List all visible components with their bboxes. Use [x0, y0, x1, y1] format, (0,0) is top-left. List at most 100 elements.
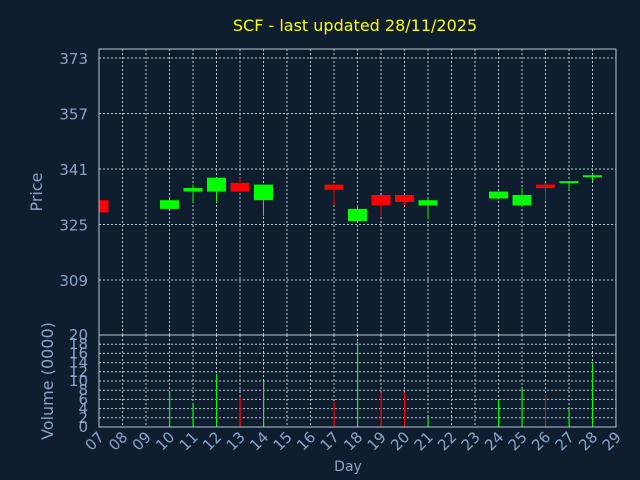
x-tick-label: 09 [129, 428, 155, 454]
x-tick-label: 29 [599, 428, 625, 454]
x-tick-label: 22 [434, 428, 460, 454]
volume-y-tick-label: 2 [78, 409, 88, 427]
candle-25 [512, 188, 532, 208]
candle-body [489, 191, 508, 199]
candle-21 [418, 198, 438, 220]
candle-body [583, 175, 602, 178]
x-tick-label: 18 [340, 428, 366, 454]
candle-body [418, 200, 438, 206]
candle-26 [536, 182, 555, 201]
volume-bar-14 [263, 381, 265, 427]
x-tick-label: 28 [575, 428, 601, 454]
x-axis-label: Day [334, 459, 362, 475]
x-tick-label: 19 [364, 428, 390, 454]
candle-24 [489, 191, 508, 199]
x-tick-label: 12 [199, 428, 225, 454]
candle-body [512, 195, 532, 206]
price-grid [98, 49, 617, 335]
candle-body [207, 177, 226, 192]
x-tick-label: 15 [270, 428, 296, 454]
candle-body [99, 200, 109, 213]
candle-17 [324, 184, 344, 206]
chart-title: SCF - last updated 28/11/2025 [233, 16, 477, 35]
volume-y-tick-label: 10 [69, 372, 88, 390]
x-tick-label: 20 [387, 428, 413, 454]
x-tick-label: 17 [317, 428, 343, 454]
candle-20 [395, 195, 414, 206]
volume-bar-28 [592, 362, 594, 427]
candle-07 [98, 200, 109, 213]
volume-y-tick-label: 0 [78, 418, 88, 436]
x-tick-label: 13 [223, 428, 249, 454]
candle-10 [160, 198, 179, 209]
volume-y-tick-label: 18 [69, 335, 88, 353]
candle-body [348, 208, 367, 222]
x-tick-label: 23 [458, 428, 484, 454]
candle-body [536, 184, 555, 189]
candle-18 [348, 205, 367, 223]
candle-body [183, 188, 203, 192]
price-y-tick-label: 309 [59, 272, 88, 290]
volume-y-tick-label: 16 [69, 344, 88, 362]
candle-19 [371, 195, 391, 216]
candle-11 [183, 184, 203, 202]
volume-bar-25 [521, 387, 523, 427]
x-tick-label: 26 [528, 428, 554, 454]
x-tick-label: 11 [176, 428, 202, 454]
x-tick-label: 08 [105, 428, 131, 454]
candle-body [254, 184, 273, 201]
volume-bar-18 [357, 341, 359, 427]
candle-body [395, 195, 414, 202]
candle-body [160, 200, 179, 209]
candle-14 [254, 184, 273, 216]
price-axis-label: Price [27, 172, 46, 211]
volume-y-tick-label: 12 [69, 363, 88, 381]
x-tick-label: 21 [411, 428, 437, 454]
volume-bar-20 [404, 392, 406, 427]
volume-y-tick-label: 4 [78, 400, 88, 418]
candle-12 [207, 177, 226, 202]
x-tick-label: 16 [293, 428, 319, 454]
candle-body [230, 182, 250, 192]
price-panel: 373 357 341 325 309 Price [27, 48, 617, 336]
candles [98, 174, 602, 223]
volume-bar-17 [333, 401, 335, 427]
x-tick-label: 14 [246, 428, 272, 454]
x-tick-label: 25 [505, 428, 531, 454]
price-y-tick-labels: 373 357 341 325 309 [59, 50, 88, 290]
candle-body [559, 181, 579, 184]
volume-bar-13 [239, 397, 241, 427]
candle-body [324, 184, 344, 190]
volume-y-tick-label: 20 [69, 326, 88, 344]
volume-axis-label: Volume (0000) [38, 322, 57, 440]
price-y-tick-label: 325 [59, 217, 88, 235]
volume-y-tick-label: 6 [78, 390, 88, 408]
x-tick-label: 24 [481, 428, 507, 454]
volume-bars [169, 341, 594, 427]
x-tick-label: 27 [552, 428, 578, 454]
volume-y-tick-label: 14 [69, 354, 88, 372]
volume-bar-10 [169, 392, 171, 427]
volume-bar-26 [545, 394, 547, 427]
volume-bar-11 [192, 404, 194, 427]
candle-28 [583, 174, 602, 182]
volume-bar-21 [427, 417, 429, 427]
volume-bar-19 [380, 392, 382, 427]
x-tick-labels: 0708091011121314151617181920212223242526… [82, 428, 625, 454]
volume-frame [98, 334, 617, 428]
volume-bar-27 [568, 408, 570, 427]
price-y-tick-label: 341 [59, 161, 88, 179]
volume-bar-24 [498, 399, 500, 427]
x-tick-label: 10 [152, 428, 178, 454]
price-y-tick-label: 373 [59, 50, 88, 68]
price-frame [98, 48, 617, 336]
volume-y-tick-label: 8 [78, 381, 88, 399]
price-y-tick-label: 357 [59, 106, 88, 124]
volume-bar-12 [216, 374, 218, 427]
candle-27 [559, 181, 579, 190]
candle-body [371, 195, 391, 206]
candle-13 [230, 177, 250, 192]
